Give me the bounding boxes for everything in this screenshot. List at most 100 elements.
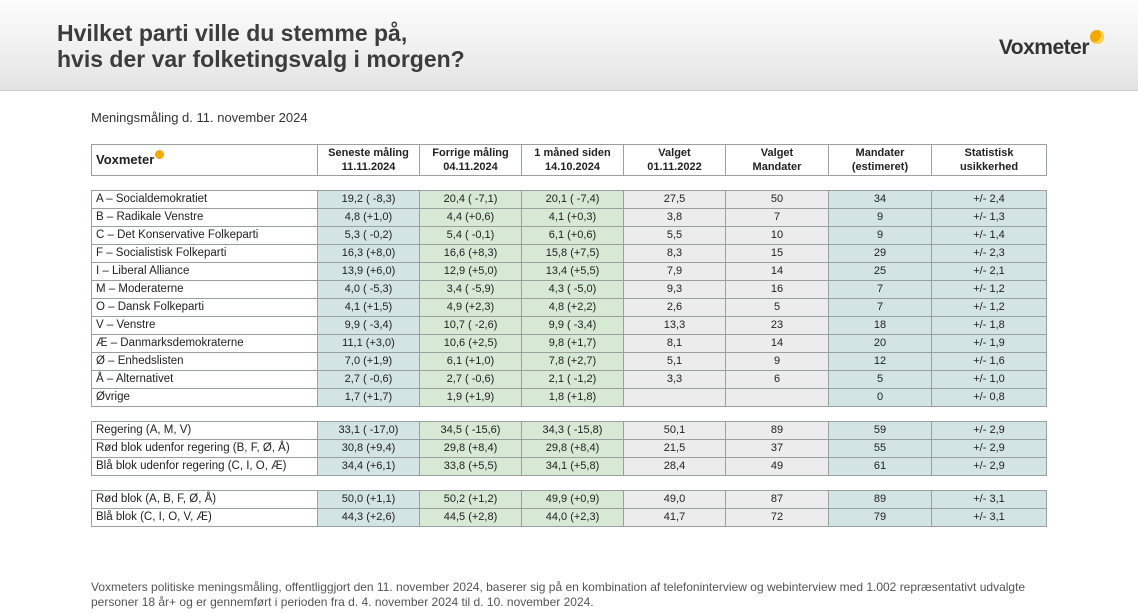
month-ago-cell: 34,1 (+5,8) bbox=[521, 457, 624, 476]
party-name-cell: Blå blok udenfor regering (C, I, O, Æ) bbox=[91, 457, 318, 476]
uncertainty-cell: +/- 0,8 bbox=[931, 388, 1047, 407]
page-title: Hvilket parti ville du stemme på, hvis d… bbox=[57, 20, 465, 72]
month-ago-cell: 6,1 (+0,6) bbox=[521, 226, 624, 245]
survey-date: Meningsmåling d. 11. november 2024 bbox=[91, 110, 308, 125]
group-spacer bbox=[91, 406, 1047, 422]
party-name-cell: Ø – Enhedslisten bbox=[91, 352, 318, 371]
estimated-seats-cell: 9 bbox=[828, 226, 932, 245]
previous-poll-cell: 4,9 (+2,3) bbox=[419, 298, 522, 317]
column-header-line2: 14.10.2024 bbox=[544, 161, 601, 173]
party-name-cell: V – Venstre bbox=[91, 316, 318, 335]
latest-poll-cell: 4,8 (+1,0) bbox=[317, 208, 420, 227]
election-seats-cell: 72 bbox=[725, 508, 829, 527]
latest-poll-cell: 30,8 (+9,4) bbox=[317, 439, 420, 458]
election-seats-cell: 6 bbox=[725, 370, 829, 389]
column-header: Valget 01.11.2022 bbox=[623, 144, 726, 176]
latest-poll-cell: 4,1 (+1,5) bbox=[317, 298, 420, 317]
column-header-line2: 11.11.2024 bbox=[341, 161, 396, 173]
previous-poll-cell: 33,8 (+5,5) bbox=[419, 457, 522, 476]
uncertainty-cell: +/- 1,4 bbox=[931, 226, 1047, 245]
column-header: Statistisk usikkerhed bbox=[931, 144, 1047, 176]
month-ago-cell: 44,0 (+2,3) bbox=[521, 508, 624, 527]
estimated-seats-cell: 59 bbox=[828, 421, 932, 440]
latest-poll-cell: 13,9 (+6,0) bbox=[317, 262, 420, 281]
column-header-line2: (estimeret) bbox=[851, 161, 909, 173]
month-ago-cell: 4,3 ( -5,0) bbox=[521, 280, 624, 299]
month-ago-cell: 49,9 (+0,9) bbox=[521, 490, 624, 509]
party-name-cell: O – Dansk Folkeparti bbox=[91, 298, 318, 317]
latest-poll-cell: 16,3 (+8,0) bbox=[317, 244, 420, 263]
table-row: I – Liberal Alliance 13,9 (+6,0) 12,9 (+5,… bbox=[91, 262, 1047, 281]
table-row: Æ – Danmarksdemokraterne 11,1 (+3,0) 10,6 … bbox=[91, 334, 1047, 353]
election-result-cell: 3,8 bbox=[623, 208, 726, 227]
election-result-cell bbox=[623, 388, 726, 407]
uncertainty-cell: +/- 2,9 bbox=[931, 439, 1047, 458]
party-name-cell: F – Socialistisk Folkeparti bbox=[91, 244, 318, 263]
previous-poll-cell: 2,7 ( -0,6) bbox=[419, 370, 522, 389]
column-header-line1: Valget bbox=[658, 147, 691, 159]
election-result-cell: 5,1 bbox=[623, 352, 726, 371]
table-logo-text: Voxmeter bbox=[96, 152, 155, 167]
election-result-cell: 49,0 bbox=[623, 490, 726, 509]
page-header: Hvilket parti ville du stemme på, hvis d… bbox=[0, 0, 1138, 91]
poll-table: Voxmeter Seneste måling 11.11.2024 Forrig… bbox=[91, 144, 1047, 527]
uncertainty-cell: +/- 3,1 bbox=[931, 490, 1047, 509]
estimated-seats-cell: 9 bbox=[828, 208, 932, 227]
table-row: Blå blok (C, I, O, V, Æ) 44,3 (+2,6) 44,5 … bbox=[91, 508, 1047, 527]
uncertainty-cell: +/- 1,3 bbox=[931, 208, 1047, 227]
uncertainty-cell: +/- 1,8 bbox=[931, 316, 1047, 335]
latest-poll-cell: 34,4 (+6,1) bbox=[317, 457, 420, 476]
uncertainty-cell: +/- 1,2 bbox=[931, 298, 1047, 317]
election-result-cell: 50,1 bbox=[623, 421, 726, 440]
group-spacer bbox=[91, 475, 1047, 491]
election-result-cell: 41,7 bbox=[623, 508, 726, 527]
footnote: Voxmeters politiske meningsmåling, offen… bbox=[91, 580, 1026, 609]
latest-poll-cell: 50,0 (+1,1) bbox=[317, 490, 420, 509]
estimated-seats-cell: 20 bbox=[828, 334, 932, 353]
column-header: 1 måned siden 14.10.2024 bbox=[521, 144, 624, 176]
party-name-cell: Æ – Danmarksdemokraterne bbox=[91, 334, 318, 353]
column-header-line1: Mandater bbox=[855, 147, 905, 159]
previous-poll-cell: 29,8 (+8,4) bbox=[419, 439, 522, 458]
election-seats-cell: 49 bbox=[725, 457, 829, 476]
estimated-seats-cell: 12 bbox=[828, 352, 932, 371]
column-header: Valget Mandater bbox=[725, 144, 829, 176]
uncertainty-cell: +/- 1,9 bbox=[931, 334, 1047, 353]
party-name-cell: Rød blok udenfor regering (B, F, Ø, Å) bbox=[91, 439, 318, 458]
party-name-cell: Å – Alternativet bbox=[91, 370, 318, 389]
uncertainty-cell: +/- 2,3 bbox=[931, 244, 1047, 263]
uncertainty-cell: +/- 2,1 bbox=[931, 262, 1047, 281]
election-seats-cell: 7 bbox=[725, 208, 829, 227]
estimated-seats-cell: 0 bbox=[828, 388, 932, 407]
election-seats-cell: 10 bbox=[725, 226, 829, 245]
column-header-line1: Statistisk bbox=[964, 147, 1014, 159]
column-header-line2: 01.11.2022 bbox=[647, 161, 702, 173]
table-row: O – Dansk Folkeparti 4,1 (+1,5) 4,9 (+2,3)… bbox=[91, 298, 1047, 317]
column-header: Seneste måling 11.11.2024 bbox=[317, 144, 420, 176]
table-row: Ø – Enhedslisten 7,0 (+1,9) 6,1 (+1,0) 7,8 … bbox=[91, 352, 1047, 371]
party-name-cell: M – Moderaterne bbox=[91, 280, 318, 299]
latest-poll-cell: 9,9 ( -3,4) bbox=[317, 316, 420, 335]
uncertainty-cell: +/- 2,9 bbox=[931, 457, 1047, 476]
party-name-cell: C – Det Konservative Folkeparti bbox=[91, 226, 318, 245]
estimated-seats-cell: 25 bbox=[828, 262, 932, 281]
voxmeter-logo: Voxmeter bbox=[999, 30, 1104, 60]
election-seats-cell: 50 bbox=[725, 190, 829, 209]
previous-poll-cell: 50,2 (+1,2) bbox=[419, 490, 522, 509]
election-result-cell: 8,1 bbox=[623, 334, 726, 353]
previous-poll-cell: 20,4 ( -7,1) bbox=[419, 190, 522, 209]
table-row: A – Socialdemokratiet 19,2 ( -8,3) 20,4 ( … bbox=[91, 190, 1047, 209]
party-name-cell: Rød blok (A, B, F, Ø, Å) bbox=[91, 490, 318, 509]
latest-poll-cell: 2,7 ( -0,6) bbox=[317, 370, 420, 389]
latest-poll-cell: 7,0 (+1,9) bbox=[317, 352, 420, 371]
election-seats-cell: 87 bbox=[725, 490, 829, 509]
latest-poll-cell: 4,0 ( -5,3) bbox=[317, 280, 420, 299]
previous-poll-cell: 34,5 ( -15,6) bbox=[419, 421, 522, 440]
election-result-cell: 8,3 bbox=[623, 244, 726, 263]
column-header-line1: Valget bbox=[760, 147, 794, 159]
table-row: V – Venstre 9,9 ( -3,4) 10,7 ( -2,6) 9,9 ( … bbox=[91, 316, 1047, 335]
month-ago-cell: 13,4 (+5,5) bbox=[521, 262, 624, 281]
table-header-row: Voxmeter Seneste måling 11.11.2024 Forrig… bbox=[91, 144, 1047, 176]
uncertainty-cell: +/- 2,4 bbox=[931, 190, 1047, 209]
estimated-seats-cell: 29 bbox=[828, 244, 932, 263]
